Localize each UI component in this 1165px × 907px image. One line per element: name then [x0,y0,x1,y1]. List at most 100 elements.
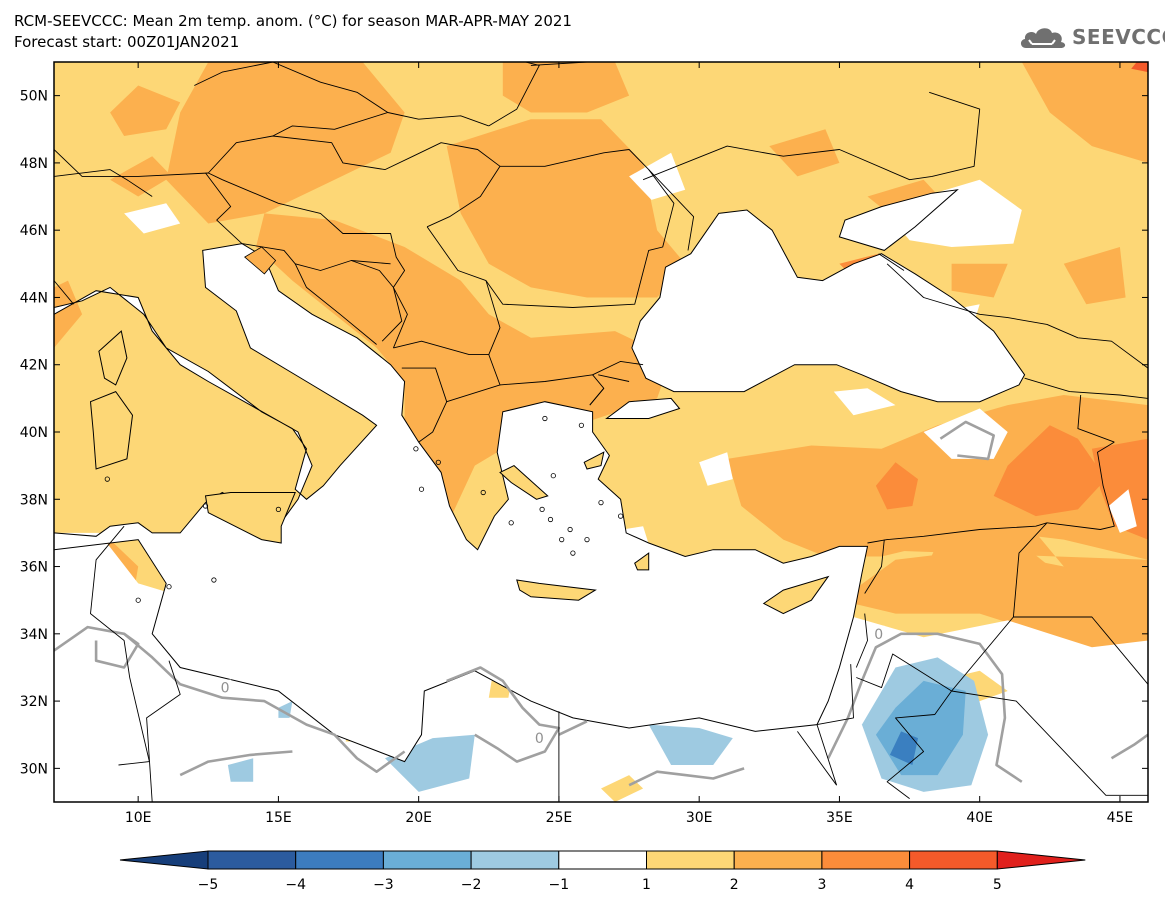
border-line [418,401,448,443]
lat-tick-label: 40N [20,425,48,441]
border-line [592,360,644,376]
contour-label: 0 [221,681,230,697]
lon-tick-label: 30E [686,810,713,826]
colorbar-bin [295,850,384,870]
shade-near-zero-patch [923,408,1008,459]
shade-2-3-patch [951,263,1008,298]
zero-contour [1110,733,1148,760]
colorbar-bin [646,850,735,870]
border-line [642,91,981,181]
lon-tick-label: 25E [546,810,573,826]
border-line [1024,377,1148,399]
contour-label-bg [872,625,885,641]
zero-contour [94,632,140,669]
cyprus-island [762,575,830,615]
map-axes: 10E 15E 20E 25E 30E 35E 40E 45E 30N 32N 34N 36N 38N 4… [20,62,1148,826]
small-island [166,584,172,590]
zero-contour [446,666,561,763]
contour-label: 0 [535,731,544,747]
border-line [485,280,501,355]
black-sea [631,209,1026,403]
colorbar-tick-label: 4 [905,877,914,893]
colorbar-tick-label: 1 [642,877,651,893]
small-island [413,446,419,452]
shade-2-3-patch [54,280,83,348]
small-island [508,520,514,526]
lon-tick-label: 10E [125,810,152,826]
small-island [567,526,573,533]
border-line [205,172,243,244]
colorbar-tick-label: 5 [993,877,1002,893]
rhodes-island [634,552,650,571]
contour-label-bg [533,730,546,746]
shade-near-zero-patch [1108,489,1137,533]
krk-island [244,246,277,275]
small-island [617,513,624,519]
zero-contour [179,750,293,777]
small-island [570,550,576,556]
border-line [878,253,905,271]
small-island [135,597,141,603]
shade-1-2-patch [601,775,644,802]
border-line [272,112,388,137]
colorbar-bin [733,850,823,870]
small-island [480,489,486,496]
shade-2-3-patch [256,213,672,527]
colorbar-low-arrow [119,850,209,870]
sea-of-azov [838,189,959,251]
colorbar-bin [558,850,647,870]
shade-2-3-patch [446,119,686,298]
small-island [275,506,281,512]
border-line [598,374,630,382]
sicily-island [204,492,296,544]
sea-of-marmara [605,397,681,419]
lat-tick-label: 32N [20,694,48,710]
shade-neg-3-4-patch [889,731,918,765]
lat-tick-label: 42N [20,358,48,374]
small-island [598,499,604,506]
small-island [539,506,545,512]
forecast-start-label: Forecast start: 00Z01JAN2021 [14,33,240,51]
lon-tick-label: 45E [1107,810,1134,826]
crete-island [516,579,597,601]
small-island [202,503,209,509]
small-island [435,459,441,465]
shade-4-5-patch [1131,62,1148,73]
shade-2-3-patch [769,129,840,177]
lat-tick-label: 50N [20,89,48,105]
lat-tick-label: 38N [20,492,48,508]
border-line [294,263,377,345]
seevccc-logo: SEEVCCC [1018,22,1165,52]
border-line [90,525,150,766]
shade-near-zero-patch [124,203,181,234]
small-island [547,516,554,523]
shade-2-3-patch [867,526,1148,651]
small-island [584,536,590,543]
country-borders [54,62,1148,802]
contour-label-bg [219,679,232,695]
border-line [194,62,489,127]
colorbar-bin [382,850,472,870]
zero-contour [54,625,406,774]
colorbar-high-arrow [996,850,1086,870]
zero-contour-lines [54,420,1148,787]
colorbar-tick-label: −1 [548,877,569,893]
colorbar-tick-label: 2 [730,877,739,893]
colorbar-bin [207,850,297,870]
border-line [589,388,605,406]
map-title: RCM-SEEVCCC: Mean 2m temp. anom. (°C) fo… [14,12,572,30]
lat-tick-label: 30N [20,761,48,777]
shade-2-3-patch [166,62,405,224]
colorbar-tick-label: 3 [817,877,826,893]
colorbar-bin [821,850,911,870]
sea-mask [54,189,1026,763]
border-line [864,539,885,594]
zero-contour [558,720,588,736]
logo-text: SEEVCCC [1072,25,1165,49]
shade-neg-1-2-patch [648,724,733,765]
contour-label: 0 [874,627,883,643]
sardinia-island [89,390,134,470]
lat-tick-label: 44N [20,290,48,306]
border-line [886,690,952,799]
colorbar-bin [909,850,998,870]
